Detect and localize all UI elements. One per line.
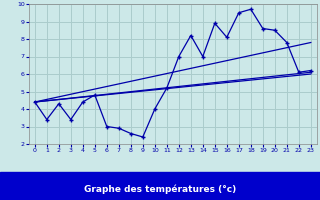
Text: Graphe des températures (°c): Graphe des températures (°c) — [84, 184, 236, 194]
